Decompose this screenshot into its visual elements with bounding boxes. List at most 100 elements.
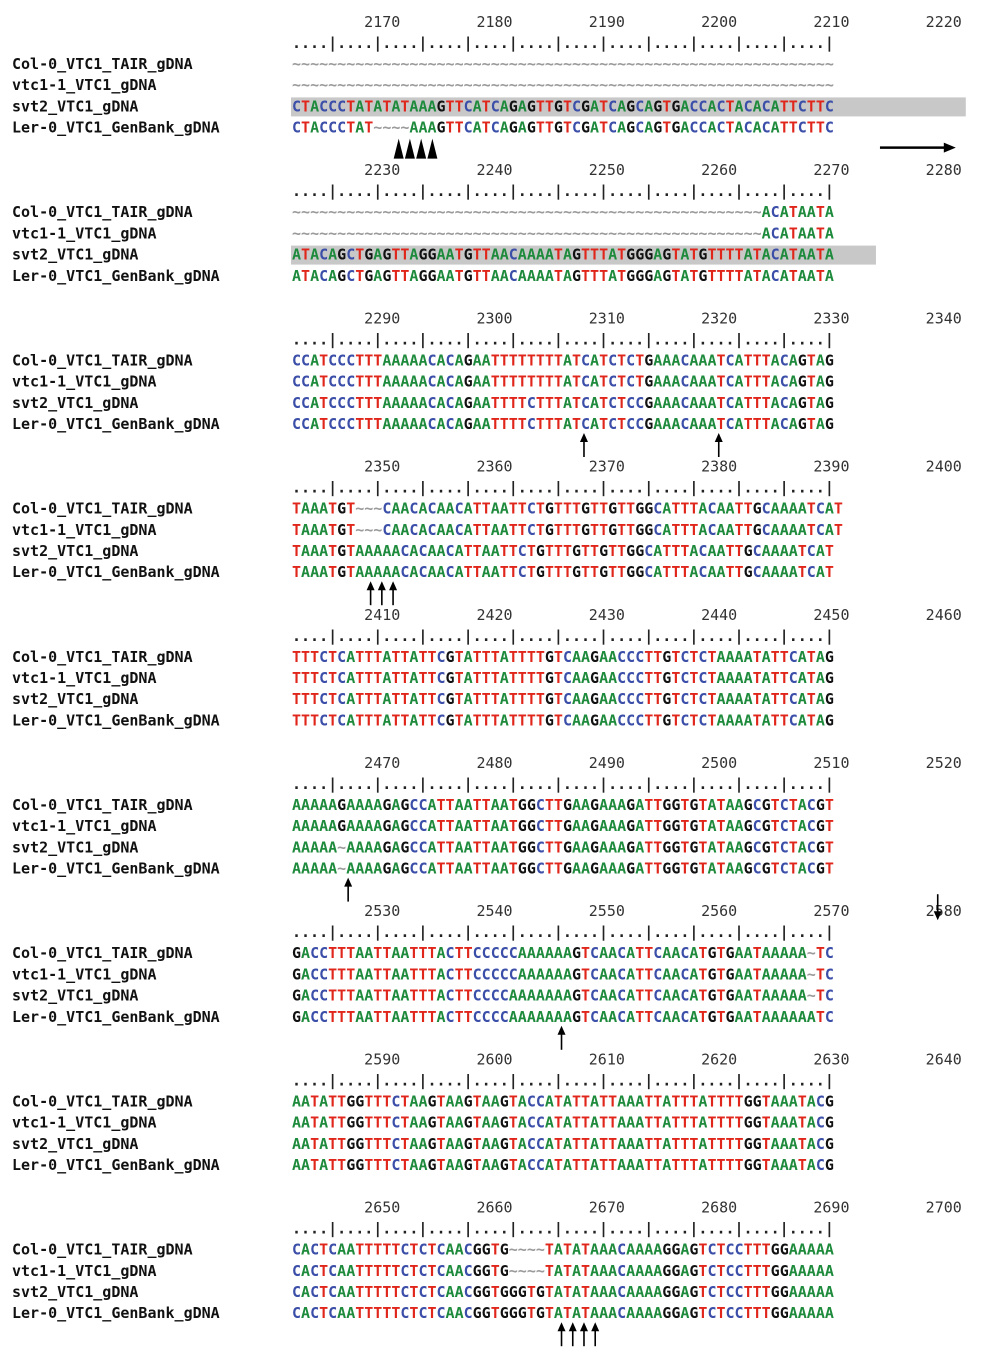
sequence-row: svt2_VTC1_gDNA AATATTGGTTTCTAAGTAAGTAAGTA… xyxy=(12,1135,834,1153)
sequence-label: vtc1-1_VTC1_gDNA xyxy=(12,1114,157,1132)
position-number: 2280 xyxy=(926,161,962,179)
sequence-bases: GACCTTTAATTAATTTACTTCCCCCAAAAAAGTCAACATT… xyxy=(292,944,834,962)
position-number: 2440 xyxy=(701,606,737,624)
sequence-label: Ler-0_VTC1_GenBank_gDNA xyxy=(12,563,220,581)
sequence-label: svt2_VTC1_gDNA xyxy=(12,246,138,264)
up-arrow-icon xyxy=(377,581,386,606)
sequence-label: svt2_VTC1_gDNA xyxy=(12,394,138,412)
sequence-bases: GACCTTTAATTAATTTACTTCCCCCAAAAAAGTCAACATT… xyxy=(292,965,834,983)
up-arrow-icon xyxy=(557,1025,566,1050)
sequence-row: Col-0_VTC1_TAIR_gDNA CACTCAATTTTTCTCTCAAC… xyxy=(12,1241,834,1259)
sequence-bases: GACCTTTAATTAATTTACTTCCCCAAAAAAAGTCAACATT… xyxy=(292,987,834,1005)
sequence-bases: GACCTTTAATTAATTTACTTCCCCAAAAAAAGTCAACATT… xyxy=(292,1008,834,1026)
position-number: 2430 xyxy=(589,606,625,624)
sequence-row: Ler-0_VTC1_GenBank_gDNA CTACCCTAT~~~~AAAG… xyxy=(12,119,834,137)
sequence-row: vtc1-1_VTC1_gDNA AAAAAGAAAAGAGCCATTAATTAA… xyxy=(12,817,834,835)
sequence-bases: AATATTGGTTTCTAAGTAAGTAAGTACCATATTATTAAAT… xyxy=(292,1114,834,1132)
sequence-row: vtc1-1_VTC1_gDNA ~~~~~~~~~~~~~~~~~~~~~~~~… xyxy=(12,224,834,242)
position-number: 2650 xyxy=(364,1199,400,1217)
sequence-bases: ~~~~~~~~~~~~~~~~~~~~~~~~~~~~~~~~~~~~~~~~… xyxy=(292,203,834,221)
position-number: 2670 xyxy=(589,1199,625,1217)
sequence-row: Col-0_VTC1_TAIR_gDNA TAAATGT~~~CAACACAACA… xyxy=(12,500,843,518)
sequence-bases: ATACAGCTGAGTTAGGAATGTTAACAAAATAGTTTATGGG… xyxy=(292,246,834,264)
sequence-label: Col-0_VTC1_TAIR_gDNA xyxy=(12,1241,193,1259)
position-number: 2640 xyxy=(926,1050,962,1068)
sequence-label: svt2_VTC1_gDNA xyxy=(12,838,138,856)
sequence-label: vtc1-1_VTC1_gDNA xyxy=(12,224,157,242)
position-number: 2300 xyxy=(476,309,512,327)
position-ruler: ....|....|....|....|....|....|....|....|… xyxy=(292,479,834,498)
sequence-label: Ler-0_VTC1_GenBank_gDNA xyxy=(12,267,220,285)
position-number: 2600 xyxy=(476,1050,512,1068)
position-number: 2490 xyxy=(589,754,625,772)
sequence-row: Col-0_VTC1_TAIR_gDNA CCATCCCTTTAAAAACACAG… xyxy=(12,351,834,369)
sequence-label: vtc1-1_VTC1_gDNA xyxy=(12,521,157,539)
position-number: 2450 xyxy=(813,606,849,624)
position-number: 2700 xyxy=(926,1199,962,1217)
sequence-row: Ler-0_VTC1_GenBank_gDNA TAAATGTAAAAACACAA… xyxy=(12,563,834,581)
sequence-label: Col-0_VTC1_TAIR_gDNA xyxy=(12,944,193,962)
sequence-bases: TTTCTCATTTATTATTCGTATTTATTTTGTCAAGAACCCT… xyxy=(292,669,834,687)
sequence-row: vtc1-1_VTC1_gDNA ~~~~~~~~~~~~~~~~~~~~~~~~… xyxy=(12,76,834,94)
up-arrow-icon xyxy=(579,1322,588,1347)
position-ruler: ....|....|....|....|....|....|....|....|… xyxy=(292,627,834,646)
sequence-label: Col-0_VTC1_TAIR_gDNA xyxy=(12,351,193,369)
position-ruler: ....|....|....|....|....|....|....|....|… xyxy=(292,34,834,53)
sequence-row: Ler-0_VTC1_GenBank_gDNA AATATTGGTTTCTAAGT… xyxy=(12,1156,834,1174)
position-number: 2630 xyxy=(813,1050,849,1068)
position-ruler: ....|....|....|....|....|....|....|....|… xyxy=(292,182,834,201)
sequence-bases: AATATTGGTTTCTAAGTAAGTAAGTACCATATTATTAAAT… xyxy=(292,1156,834,1174)
position-number: 2660 xyxy=(476,1199,512,1217)
position-number: 2400 xyxy=(926,458,962,476)
position-ruler: ....|....|....|....|....|....|....|....|… xyxy=(292,1220,834,1239)
alignment-block: 2530 2540 2550 2560 2570 2580 ....|....|....|.… xyxy=(12,894,962,1050)
sequence-bases: CACTCAATTTTTCTCTCAACGGTG~~~~TATATAAACAAA… xyxy=(292,1241,834,1259)
sequence-row: svt2_VTC1_gDNA TTTCTCATTTATTATTCGTATTTATT… xyxy=(12,690,834,708)
sequence-label: Ler-0_VTC1_GenBank_gDNA xyxy=(12,119,220,137)
position-number: 2530 xyxy=(364,902,400,920)
alignment-block: 2350 2360 2370 2380 2390 2400 ....|....|....|.… xyxy=(12,458,962,606)
position-number: 2380 xyxy=(701,458,737,476)
position-number: 2560 xyxy=(701,902,737,920)
alignment-block: 2290 2300 2310 2320 2330 2340 ....|....|....|.… xyxy=(12,309,962,457)
position-number: 2200 xyxy=(701,13,737,31)
sequence-label: Col-0_VTC1_TAIR_gDNA xyxy=(12,55,193,73)
up-arrow-icon xyxy=(568,1322,577,1347)
sequence-label: vtc1-1_VTC1_gDNA xyxy=(12,1262,157,1280)
up-arrow-icon xyxy=(557,1322,566,1347)
position-number: 2290 xyxy=(364,309,400,327)
sequence-bases: AAAAAGAAAAGAGCCATTAATTAATGGCTTGAAGAAAGAT… xyxy=(292,796,834,814)
position-ruler: ....|....|....|....|....|....|....|....|… xyxy=(292,330,834,349)
position-number: 2330 xyxy=(813,309,849,327)
sequence-row: Ler-0_VTC1_GenBank_gDNA GACCTTTAATTAATTTA… xyxy=(12,1008,834,1026)
position-number: 2680 xyxy=(701,1199,737,1217)
position-number: 2210 xyxy=(813,13,849,31)
up-arrow-icon xyxy=(344,877,353,902)
sequence-bases: CACTCAATTTTTCTCTCAACGGTG~~~~TATATAAACAAA… xyxy=(292,1262,834,1280)
alignment-block: 2410 2420 2430 2440 2450 2460 ....|....|....|.… xyxy=(12,606,962,730)
position-number: 2540 xyxy=(476,902,512,920)
position-number: 2420 xyxy=(476,606,512,624)
up-arrow-icon xyxy=(389,581,398,606)
sequence-bases: TAAATGTAAAAACACAACATTAATTCTGTTTGTTGTTGGC… xyxy=(292,563,834,581)
position-number: 2310 xyxy=(589,309,625,327)
sequence-row: vtc1-1_VTC1_gDNA GACCTTTAATTAATTTACTTCCCC… xyxy=(12,965,834,983)
sequence-bases: AATATTGGTTTCTAAGTAAGTAAGTACCATATTATTAAAT… xyxy=(292,1135,834,1153)
sequence-label: vtc1-1_VTC1_gDNA xyxy=(12,373,157,391)
position-number: 2520 xyxy=(926,754,962,772)
sequence-bases: ~~~~~~~~~~~~~~~~~~~~~~~~~~~~~~~~~~~~~~~~… xyxy=(292,224,834,242)
sequence-bases: CACTCAATTTTTCTCTCAACGGTGGGTGTATATAAACAAA… xyxy=(292,1304,834,1322)
sequence-label: vtc1-1_VTC1_gDNA xyxy=(12,669,157,687)
alignment-block: 2470 2480 2490 2500 2510 2520 ....|....|....|.… xyxy=(12,754,962,902)
position-number: 2690 xyxy=(813,1199,849,1217)
position-number: 2590 xyxy=(364,1050,400,1068)
sequence-label: svt2_VTC1_gDNA xyxy=(12,1135,138,1153)
sequence-label: Col-0_VTC1_TAIR_gDNA xyxy=(12,203,193,221)
position-number: 2190 xyxy=(589,13,625,31)
position-number: 2410 xyxy=(364,606,400,624)
sequence-row: Col-0_VTC1_TAIR_gDNA ~~~~~~~~~~~~~~~~~~~~… xyxy=(12,203,834,221)
sequence-label: Ler-0_VTC1_GenBank_gDNA xyxy=(12,415,220,433)
sequence-bases: TTTCTCATTTATTATTCGTATTTATTTTGTCAAGAACCCT… xyxy=(292,711,834,729)
sequence-row: Col-0_VTC1_TAIR_gDNA TTTCTCATTTATTATTCGTA… xyxy=(12,648,834,666)
sequence-row: svt2_VTC1_gDNA AAAAA~AAAAGAGCCATTAATTAATG… xyxy=(12,838,834,856)
